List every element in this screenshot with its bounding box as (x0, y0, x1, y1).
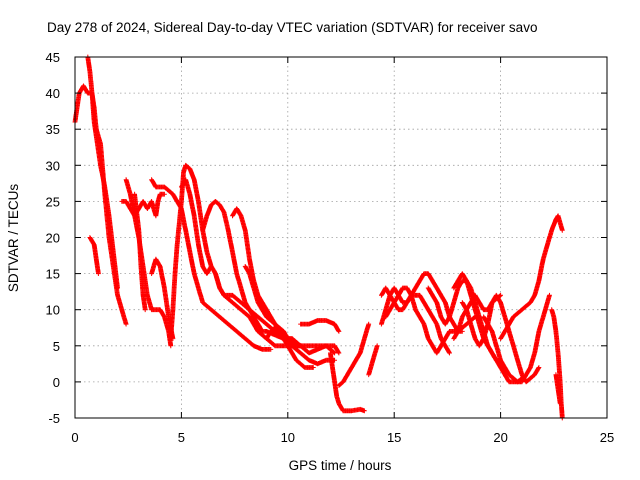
track-markers (119, 191, 167, 219)
track-18 (379, 271, 465, 334)
x-axis-label: GPS time / hours (289, 458, 392, 473)
track-8 (168, 162, 303, 349)
y-tick-label: 20 (46, 231, 60, 246)
y-tick-label: 40 (46, 86, 60, 101)
track-markers (451, 271, 499, 363)
y-tick-label: 30 (46, 158, 60, 173)
x-tick-label: 20 (493, 430, 507, 445)
axis-ticks: 0 5 10 15 20 25 -5 0 5 10 15 20 25 30 35 40 45 (46, 50, 615, 445)
track-markers (379, 271, 465, 334)
track-markers (366, 343, 380, 378)
data-points (72, 54, 565, 421)
y-tick-label: 5 (53, 339, 60, 354)
y-tick-label: 10 (46, 303, 60, 318)
chart-title: Day 278 of 2024, Sidereal Day-to-day VTE… (47, 20, 537, 35)
track-markers (553, 372, 563, 406)
track-markers (264, 325, 316, 370)
track-markers (242, 264, 337, 367)
track-13 (264, 325, 316, 370)
x-tick-label: 5 (178, 430, 185, 445)
track-20 (383, 285, 482, 356)
x-tick-label: 0 (71, 430, 78, 445)
x-tick-label: 15 (387, 430, 401, 445)
track-25 (481, 292, 552, 385)
track-markers (498, 213, 565, 341)
track-markers (336, 321, 372, 388)
track-markers (383, 285, 482, 356)
y-tick-label: 35 (46, 122, 60, 137)
x-tick-label: 25 (600, 430, 614, 445)
track-markers (298, 318, 342, 334)
track-14 (298, 318, 342, 334)
track-markers (87, 235, 101, 276)
track-15 (328, 350, 367, 414)
y-tick-label: -5 (48, 411, 60, 426)
y-axis-label: SDTVAR / TECUs (6, 184, 21, 293)
y-tick-label: 15 (46, 267, 60, 282)
track-28 (553, 372, 563, 406)
track-17 (366, 343, 380, 378)
track-5 (132, 191, 148, 313)
track-markers (132, 191, 148, 313)
y-tick-label: 25 (46, 194, 60, 209)
track-markers (168, 162, 303, 349)
track-markers (328, 350, 367, 414)
track-26 (498, 213, 565, 341)
track-12 (242, 264, 337, 367)
track-24 (451, 271, 499, 363)
grid-lines (75, 57, 607, 418)
x-tick-label: 10 (281, 430, 295, 445)
track-16 (336, 321, 372, 388)
y-tick-label: 45 (46, 50, 60, 65)
track-2 (87, 235, 101, 276)
track-markers (481, 292, 552, 385)
y-tick-label: 0 (53, 375, 60, 390)
track-4 (119, 191, 167, 219)
